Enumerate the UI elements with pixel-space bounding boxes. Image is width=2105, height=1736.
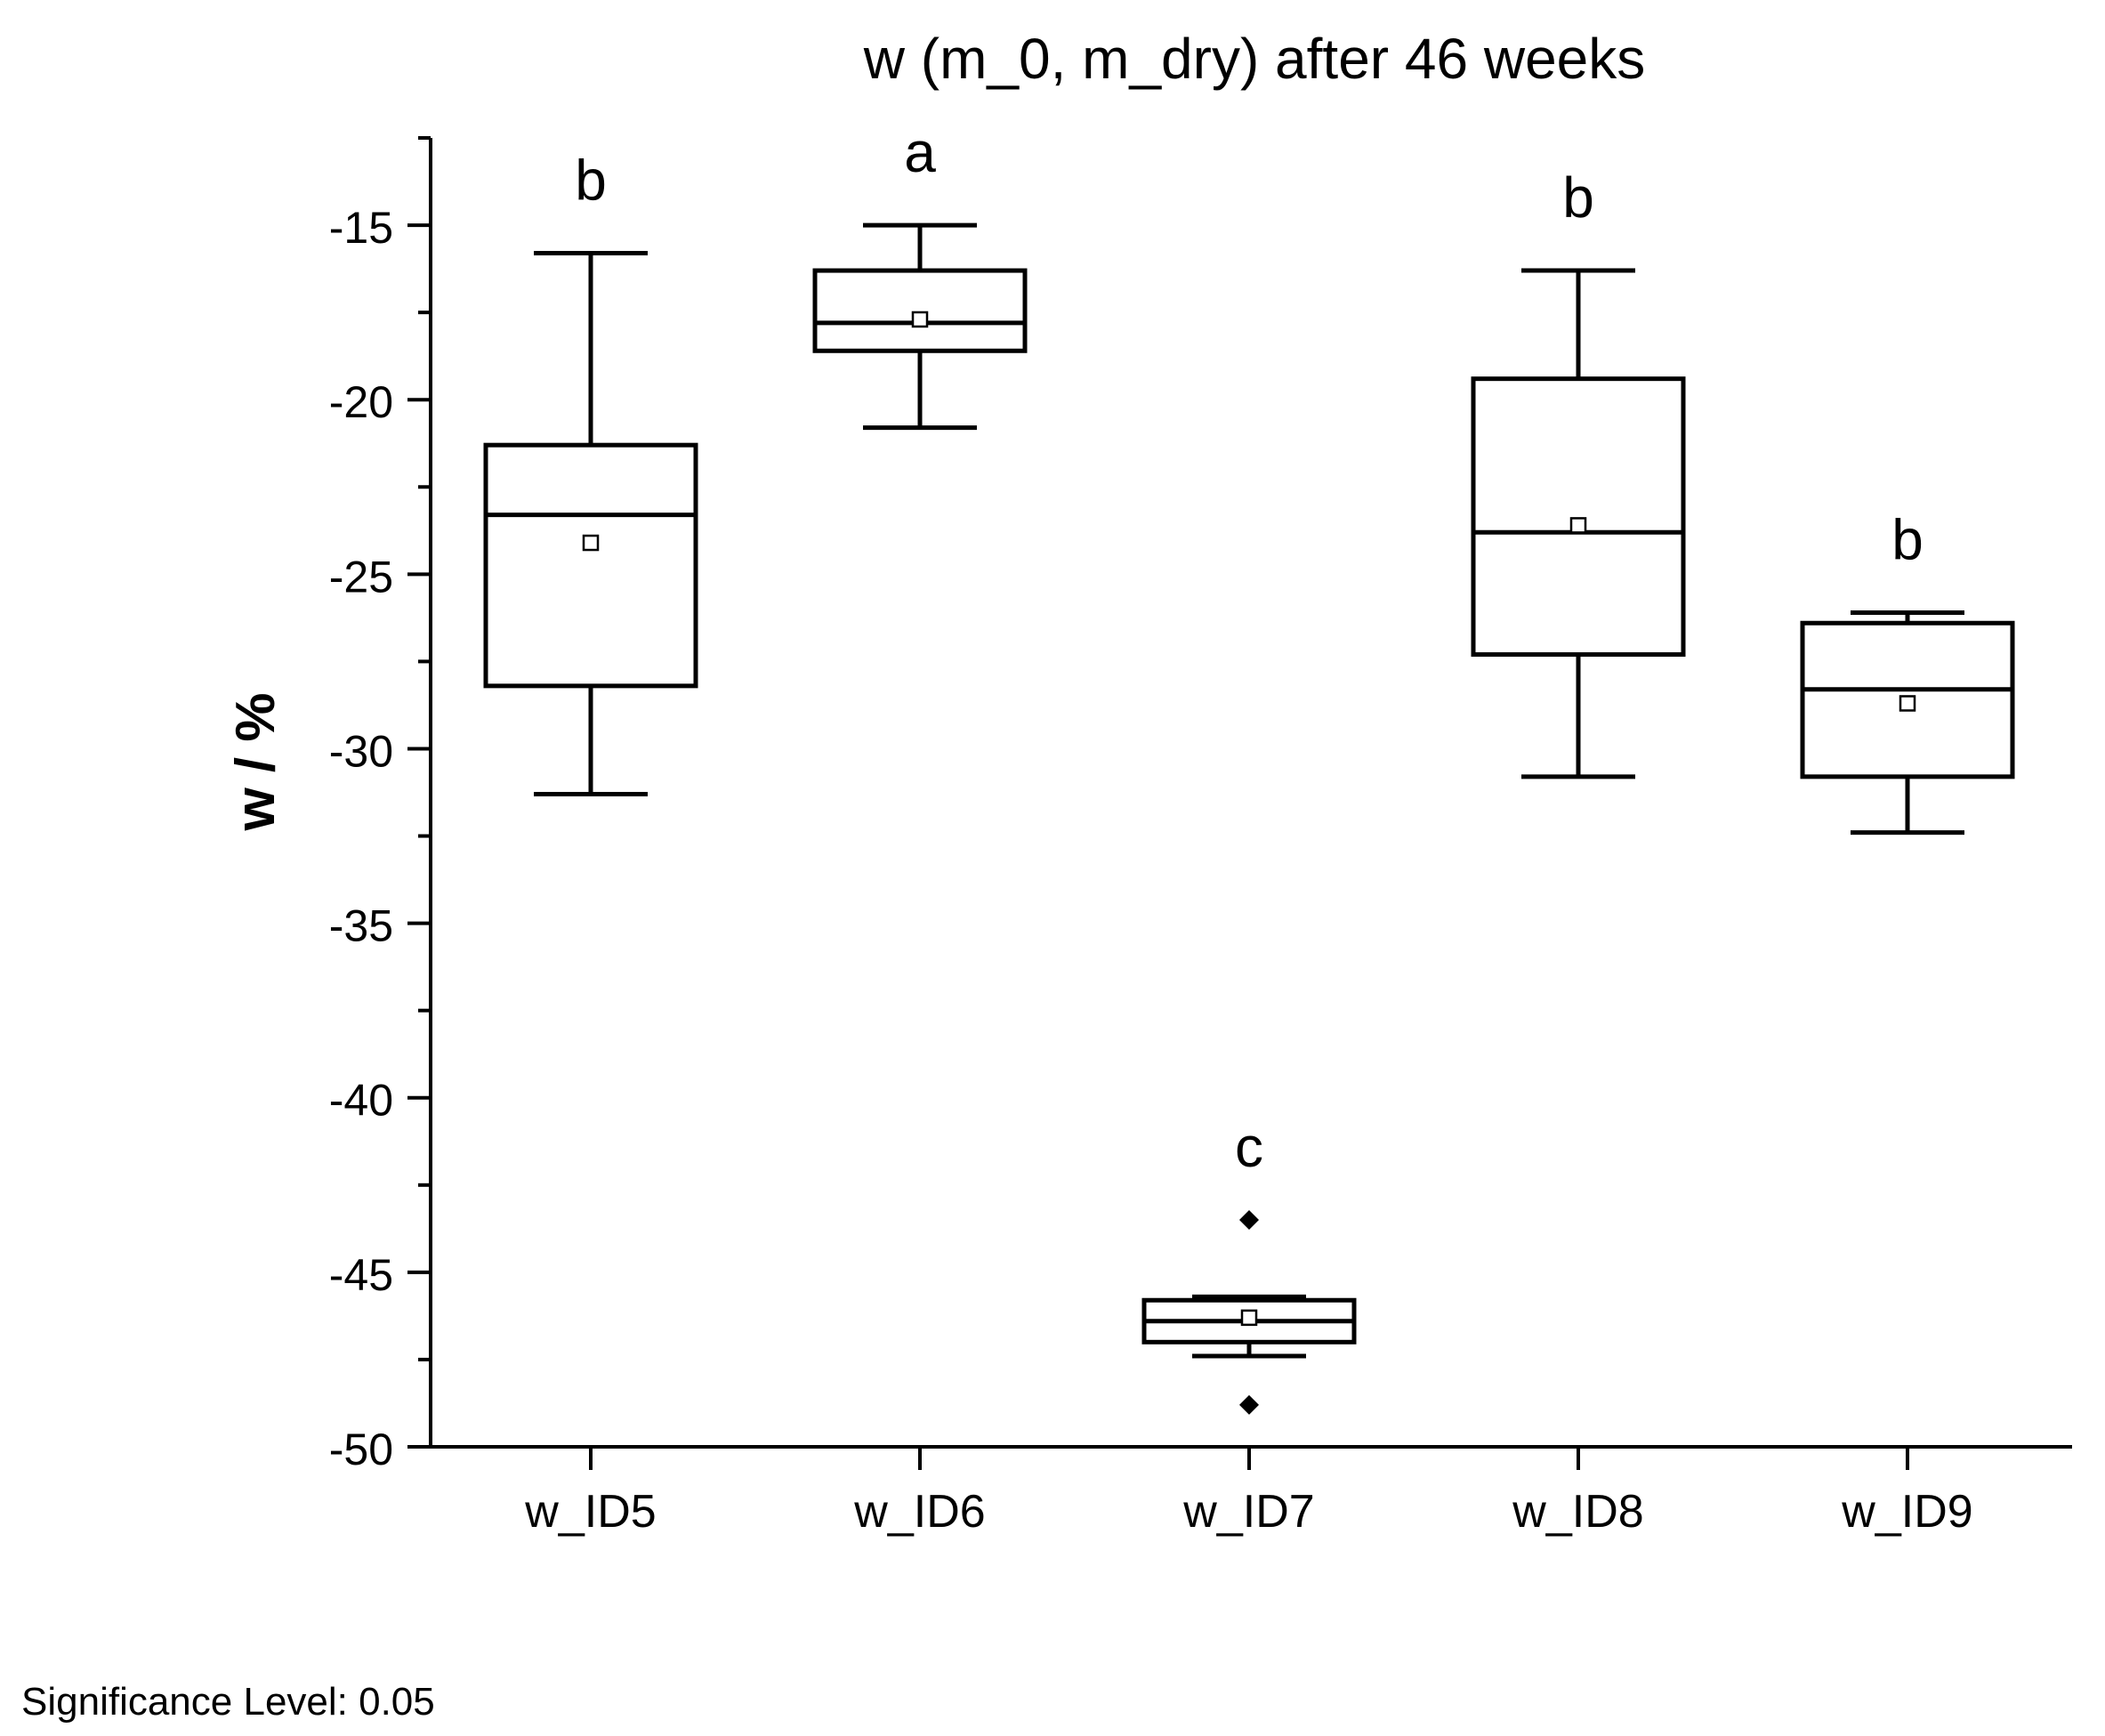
mean-marker <box>1899 695 1916 712</box>
mean-marker <box>1240 1309 1258 1327</box>
significance-level-note: Significance Level: 0.05 <box>21 1680 435 1724</box>
x-tick-label: w_ID7 <box>1182 1486 1314 1538</box>
box-w-id9: b <box>1800 507 2015 836</box>
outlier-point <box>1239 1210 1259 1231</box>
y-tick-label: -40 <box>329 1076 393 1126</box>
y-axis-label: w / % <box>225 692 286 831</box>
group-letter: c <box>1235 1115 1263 1179</box>
interquartile-box <box>812 268 1028 353</box>
y-tick-label: -50 <box>329 1425 393 1474</box>
y-tick-label: -15 <box>329 203 393 253</box>
box-series: b a c b b <box>483 120 2015 1415</box>
box-w-id8: b <box>1471 166 1686 779</box>
group-letter: b <box>575 148 607 212</box>
x-axis-ticks: w_ID5 w_ID6 w_ID7 w_ID8 w_ID9 <box>524 1447 1973 1538</box>
y-tick-label: -45 <box>329 1250 393 1300</box>
y-axis-ticks: -15 -20 -25 -30 -35 -40 -45 -50 <box>329 136 431 1474</box>
group-letter: b <box>1891 507 1924 571</box>
x-tick-label: w_ID5 <box>524 1486 656 1538</box>
x-tick-label: w_ID6 <box>853 1486 985 1538</box>
box-w-id5: b <box>483 148 698 796</box>
box-w-id6: a <box>812 120 1028 431</box>
box-w-id7: c <box>1141 1115 1357 1415</box>
y-tick-label: -20 <box>329 377 393 427</box>
mean-marker <box>911 311 929 328</box>
x-tick-label: w_ID8 <box>1512 1486 1643 1538</box>
y-tick-label: -25 <box>329 552 393 602</box>
y-tick-label: -30 <box>329 726 393 776</box>
chart-title: w (m_0, m_dry) after 46 weeks <box>863 27 1646 91</box>
group-letter: b <box>1562 166 1594 230</box>
mean-marker <box>582 534 600 552</box>
group-letter: a <box>904 120 936 184</box>
mean-marker <box>1569 517 1587 534</box>
x-tick-label: w_ID9 <box>1841 1486 1972 1538</box>
y-tick-label: -35 <box>329 901 393 951</box>
interquartile-box <box>1471 376 1686 658</box>
interquartile-box <box>483 442 698 689</box>
outlier-point <box>1239 1394 1259 1415</box>
